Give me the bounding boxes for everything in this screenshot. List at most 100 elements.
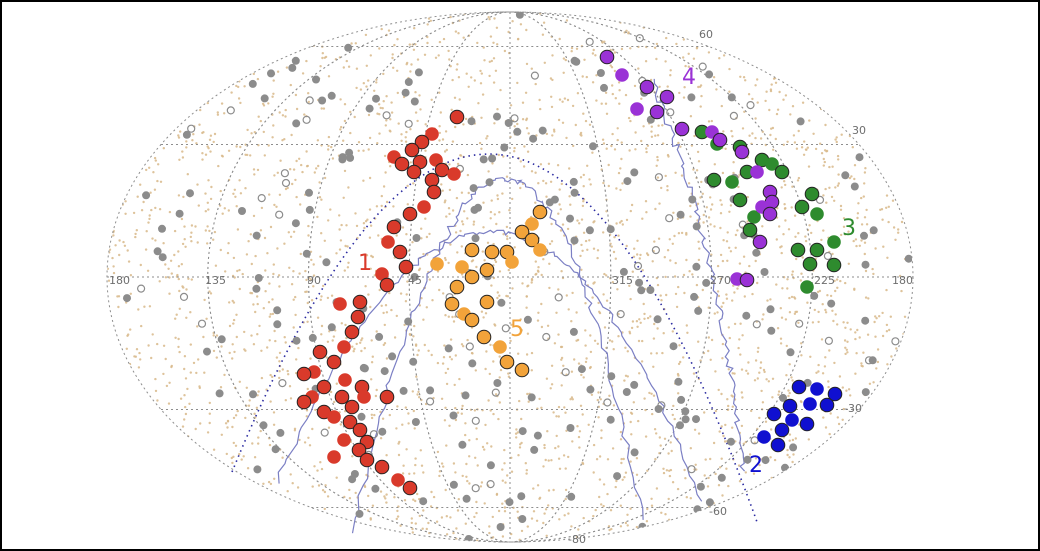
background-point: [632, 401, 635, 404]
background-point: [338, 214, 341, 217]
series-4-point: [639, 79, 655, 95]
gray-point: [666, 108, 675, 117]
background-point: [316, 139, 320, 142]
background-point: [455, 68, 458, 71]
gray-point: [603, 398, 612, 407]
background-point: [199, 108, 202, 112]
gray-point: [345, 148, 354, 157]
gray-point: [410, 97, 419, 106]
background-point: [376, 112, 379, 115]
background-point: [770, 127, 773, 130]
background-point: [445, 515, 448, 518]
background-point: [825, 149, 829, 153]
right-boundary-line: [653, 78, 746, 472]
background-point: [621, 478, 624, 481]
background-point: [719, 466, 722, 469]
background-point: [418, 304, 421, 307]
background-point: [538, 496, 542, 499]
background-point: [532, 487, 535, 490]
background-point: [245, 253, 249, 256]
background-point: [797, 176, 801, 180]
background-point: [184, 405, 187, 409]
background-point: [669, 69, 672, 72]
background-point: [464, 433, 467, 437]
background-point: [402, 464, 405, 467]
background-point: [733, 322, 737, 326]
background-point: [702, 221, 705, 224]
background-point: [197, 204, 200, 207]
background-point: [162, 242, 165, 245]
background-point: [204, 229, 207, 232]
background-point: [675, 42, 678, 46]
background-point: [818, 289, 822, 293]
background-point: [244, 187, 247, 190]
background-point: [846, 340, 849, 343]
gray-point: [527, 393, 536, 402]
background-point: [784, 318, 788, 321]
background-point: [689, 204, 692, 208]
background-point: [342, 66, 345, 69]
background-point: [462, 123, 465, 126]
series-1-point: [359, 452, 375, 468]
series-1-point: [402, 206, 418, 222]
series-1-point: [334, 389, 350, 405]
outer-boundary-line: [351, 177, 644, 534]
background-point: [520, 328, 523, 332]
background-point: [744, 471, 747, 474]
background-point: [494, 393, 498, 396]
series-3-point: [725, 175, 739, 189]
background-point: [636, 325, 639, 328]
background-point: [689, 497, 692, 500]
background-point: [731, 405, 734, 408]
background-point: [753, 379, 757, 382]
series-group-1: [296, 109, 465, 496]
background-point: [519, 318, 522, 321]
background-point: [206, 431, 210, 434]
background-point: [259, 229, 263, 232]
background-point: [759, 458, 762, 461]
background-point: [432, 495, 436, 499]
background-point: [551, 78, 554, 82]
background-point: [650, 130, 653, 133]
background-point: [562, 364, 565, 367]
background-point: [231, 425, 234, 429]
background-point: [742, 255, 746, 258]
background-point: [728, 67, 731, 71]
series-5-point: [514, 362, 530, 378]
background-point: [147, 344, 150, 347]
background-point: [118, 253, 121, 257]
background-point: [543, 446, 546, 450]
background-point: [262, 482, 265, 485]
background-point: [474, 456, 477, 459]
gray-point: [554, 293, 563, 302]
background-point: [274, 339, 277, 343]
background-point: [602, 231, 605, 234]
series-1-point: [352, 422, 368, 438]
background-point: [748, 264, 751, 268]
background-point: [268, 193, 271, 196]
background-point: [598, 478, 602, 481]
background-point: [201, 158, 204, 161]
background-point: [464, 117, 468, 121]
background-point: [710, 338, 714, 342]
background-point: [754, 136, 757, 140]
background-point: [871, 267, 874, 271]
background-point: [492, 360, 495, 363]
background-point: [550, 95, 553, 99]
background-point: [289, 473, 292, 476]
background-point: [629, 119, 632, 123]
gray-point: [449, 480, 458, 489]
background-point: [550, 383, 554, 386]
background-point: [581, 249, 584, 252]
background-point: [281, 139, 284, 142]
gray-point: [259, 421, 268, 430]
background-point: [653, 322, 656, 326]
background-point: [375, 330, 378, 333]
background-point: [198, 385, 201, 388]
background-point: [668, 474, 672, 478]
background-point: [693, 428, 697, 431]
background-point: [456, 509, 460, 512]
background-point: [509, 104, 513, 107]
background-point: [268, 443, 272, 447]
background-point: [234, 444, 238, 447]
